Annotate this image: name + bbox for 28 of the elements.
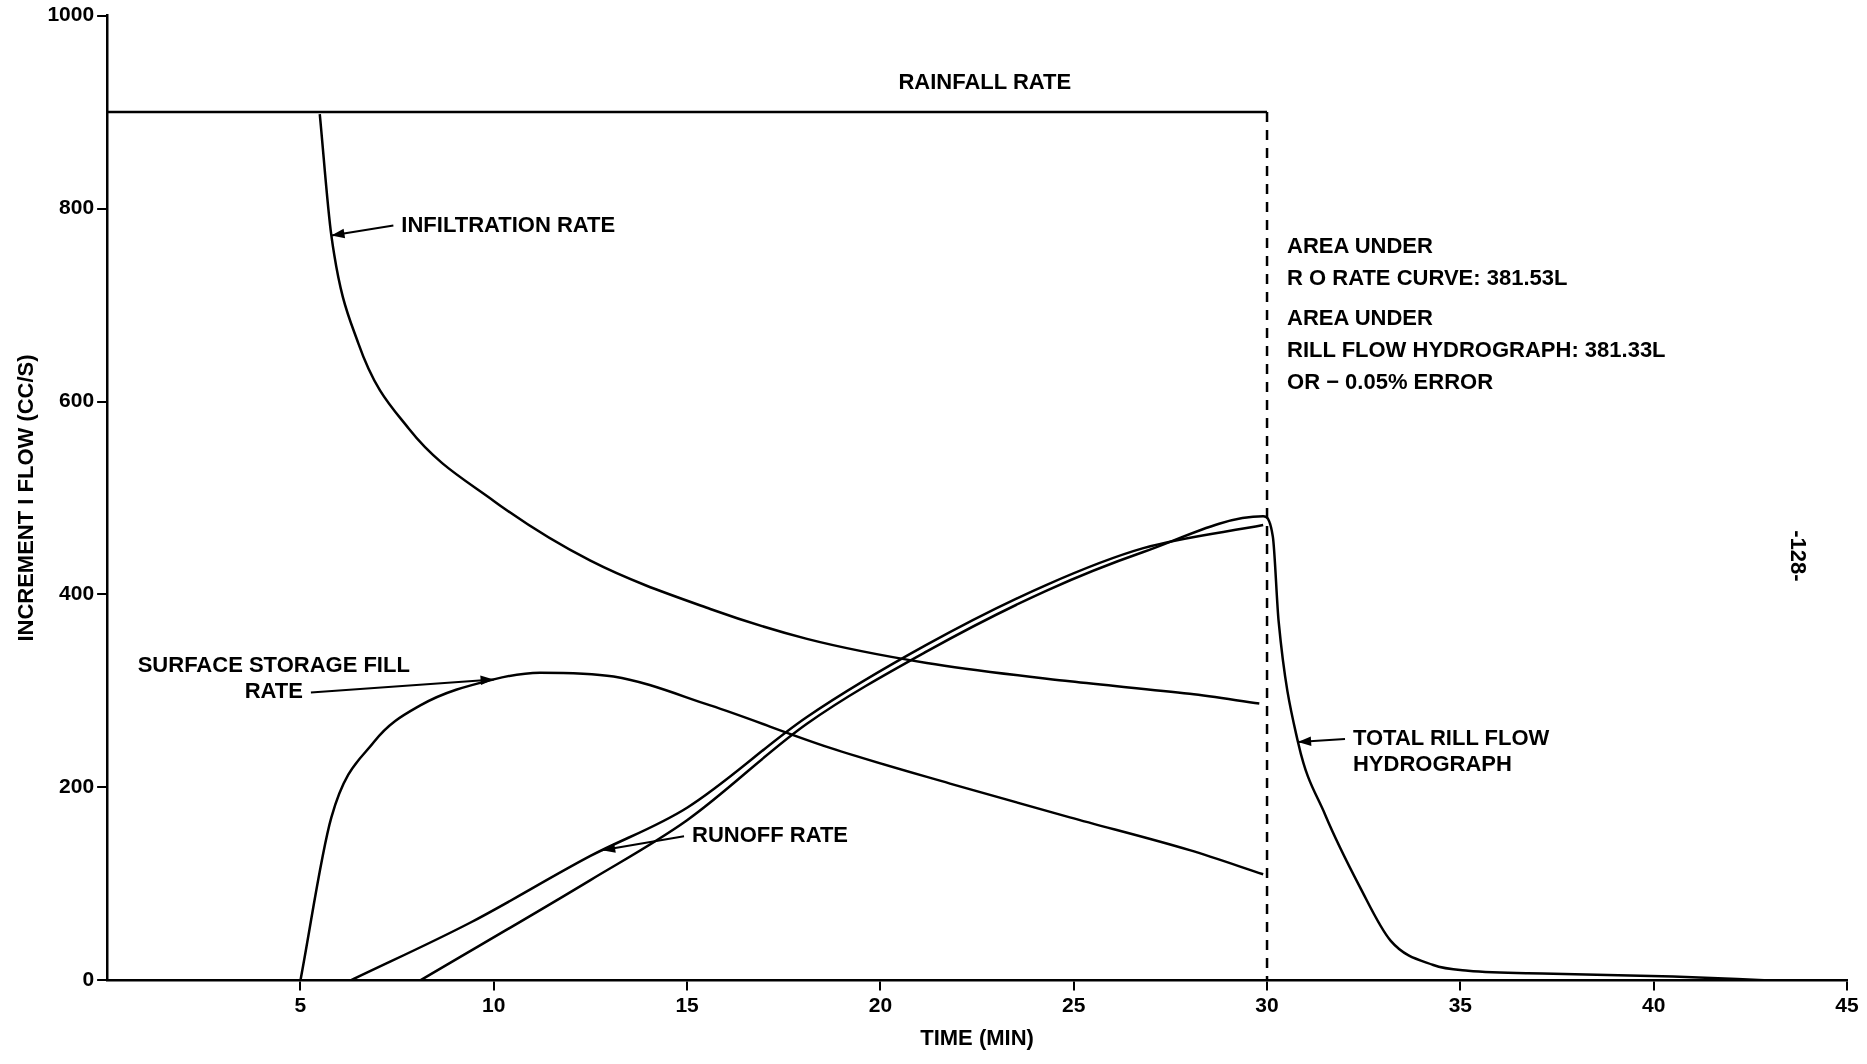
annotation: AREA UNDER (1287, 233, 1434, 259)
annotation: OR − 0.05% ERROR (1287, 369, 1494, 395)
x-tick-label: 40 (1642, 992, 1666, 1016)
annotation: AREA UNDER (1287, 305, 1434, 331)
annotation: RILL FLOW HYDROGRAPH: 381.33L (1287, 337, 1666, 363)
x-tick-label: 45 (1835, 992, 1859, 1016)
x-tick-label: 35 (1448, 992, 1473, 1016)
x-axis-title: TIME (MIN) (920, 1024, 1034, 1050)
x-tick-label: 30 (1255, 992, 1279, 1016)
x-tick-label: 25 (1062, 992, 1086, 1016)
annotation: -128- (1785, 530, 1811, 582)
annotation: RUNOFF RATE (692, 822, 849, 848)
y-tick-label: 600 (59, 388, 95, 412)
annotation: INFILTRATION RATE (401, 211, 616, 237)
x-tick-label: 20 (868, 992, 893, 1016)
x-tick-label: 5 (294, 992, 307, 1016)
y-tick-label: 800 (59, 195, 95, 219)
x-tick-label: 15 (675, 992, 700, 1016)
x-tick-label: 10 (482, 992, 506, 1016)
y-tick-label: 200 (59, 774, 95, 798)
y-tick-label: 400 (59, 581, 95, 605)
y-tick-label: 1000 (47, 2, 95, 26)
annotation: SURFACE STORAGE FILL RATE (137, 652, 410, 704)
annotation: R O RATE CURVE: 381.53L (1287, 265, 1568, 291)
y-tick-label: 0 (82, 967, 95, 991)
y-axis-title: INCREMENT I FLOW (CC/S) (13, 354, 39, 642)
annotation: RAINFALL RATE (898, 69, 1072, 95)
annotation: TOTAL RILL FLOW HYDROGRAPH (1352, 725, 1550, 777)
